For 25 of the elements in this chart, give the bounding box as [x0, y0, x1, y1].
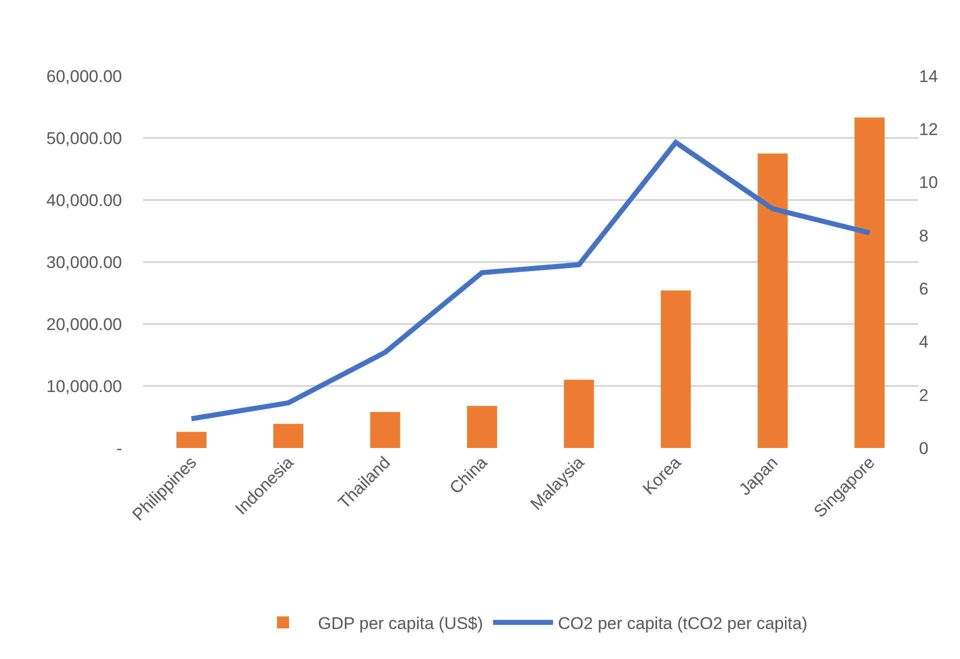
y2-tick-label: 6: [919, 280, 928, 299]
bar: [176, 432, 206, 448]
legend-label: CO2 per capita (tCO2 per capita): [558, 614, 808, 634]
bar: [854, 118, 885, 448]
y2-tick-label: 0: [919, 438, 928, 458]
y2-tick-label: 14: [919, 66, 938, 86]
bar: [660, 290, 691, 448]
y-tick-label: 10,000.00: [46, 376, 122, 396]
y-tick-label: 40,000.00: [46, 190, 122, 210]
y2-tick-label: 8: [919, 226, 928, 246]
y2-tick-label: 10: [919, 173, 938, 192]
y-tick-label: 50,000.00: [46, 128, 122, 148]
y2-tick-label: 12: [919, 120, 938, 140]
legend-label: GDP per capita (US$): [318, 614, 484, 634]
y-tick-label: 20,000.00: [46, 314, 122, 334]
bar: [758, 154, 788, 448]
bar: [564, 380, 594, 448]
bar: [370, 412, 400, 448]
y2-tick-label: 4: [919, 332, 928, 352]
y-tick-label: 30,000.00: [46, 252, 122, 272]
bar: [467, 406, 498, 448]
y2-tick-label: 2: [919, 386, 928, 405]
y-tick-label: -: [116, 438, 122, 458]
y-tick-label: 60,000.00: [46, 66, 122, 86]
bar: [273, 424, 304, 448]
